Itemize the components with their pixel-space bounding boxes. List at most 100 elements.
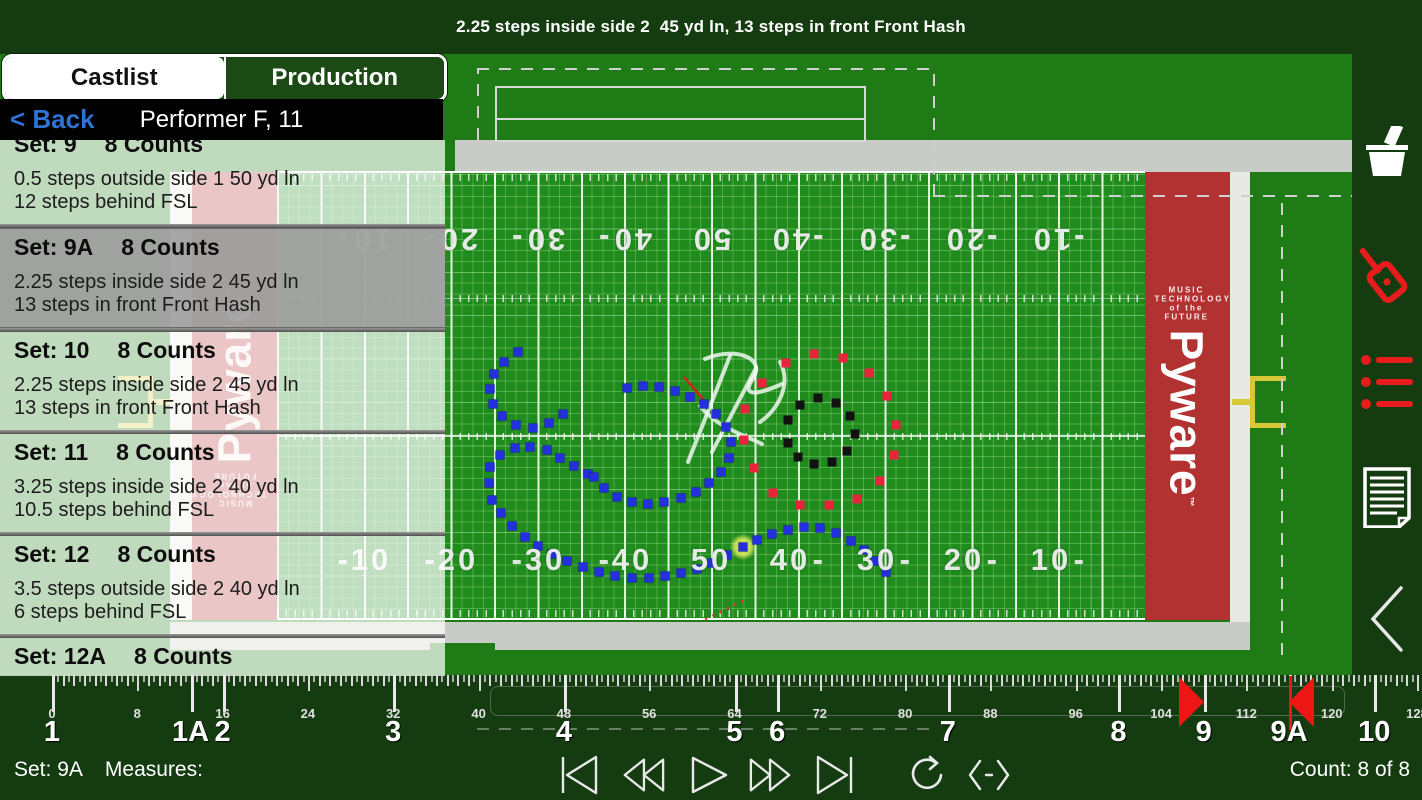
performer-dot[interactable] (520, 532, 530, 542)
performer-dot[interactable] (499, 357, 509, 367)
tab-castlist[interactable]: Castlist (5, 57, 224, 99)
performer-dot[interactable] (757, 378, 767, 388)
set-list-item[interactable]: Set: 12A 8 Counts (0, 638, 445, 676)
performer-dot[interactable] (738, 542, 748, 552)
performer-dot[interactable] (513, 347, 523, 357)
performer-dot[interactable] (875, 476, 885, 486)
performer-dot[interactable] (783, 415, 793, 425)
performer-dot[interactable] (660, 571, 670, 581)
performer-dot[interactable] (485, 384, 495, 394)
performer-dot[interactable] (716, 467, 726, 477)
timeline-set-label[interactable]: 5 (726, 716, 743, 748)
performer-dot[interactable] (676, 568, 686, 578)
performer-dot[interactable] (799, 522, 809, 532)
performer-dot[interactable] (670, 386, 680, 396)
performer-dot[interactable] (496, 508, 506, 518)
performer-dot[interactable] (485, 462, 495, 472)
performer-dot[interactable] (850, 429, 860, 439)
performer-dot[interactable] (831, 398, 841, 408)
timeline-set-label[interactable]: 6 (769, 716, 786, 748)
performer-dot[interactable] (809, 459, 819, 469)
performer-dot[interactable] (749, 463, 759, 473)
performer-dot[interactable] (627, 573, 637, 583)
performer-dot[interactable] (555, 453, 565, 463)
performer-dot[interactable] (622, 383, 632, 393)
set-list-item[interactable]: Set: 11 8 Counts 3.25 steps inside side 2 … (0, 434, 445, 532)
performer-dot[interactable] (722, 550, 732, 560)
loop-button[interactable] (902, 752, 948, 798)
performer-dot[interactable] (487, 495, 497, 505)
tab-production[interactable]: Production (223, 57, 444, 99)
performer-dot[interactable] (612, 492, 622, 502)
performer-dot[interactable] (707, 558, 717, 568)
performer-dot[interactable] (685, 392, 695, 402)
performer-dot[interactable] (510, 443, 520, 453)
timeline-set-label[interactable]: 1A (172, 716, 210, 748)
performer-dot[interactable] (889, 450, 899, 460)
performer-dot[interactable] (542, 445, 552, 455)
performer-dot[interactable] (740, 404, 750, 414)
back-button[interactable]: < Back (10, 104, 95, 134)
performer-dot[interactable] (767, 529, 777, 539)
notes-button[interactable] (1358, 466, 1416, 528)
performer-dot[interactable] (845, 411, 855, 421)
performer-dot[interactable] (589, 472, 599, 482)
performer-dot[interactable] (739, 435, 749, 445)
play-range-button[interactable] (966, 752, 1012, 798)
timeline-set-label[interactable]: 10 (1358, 716, 1391, 748)
performer-dot[interactable] (497, 411, 507, 421)
performer-dot[interactable] (815, 523, 825, 533)
performer-dot[interactable] (692, 564, 702, 574)
performer-dot[interactable] (528, 423, 538, 433)
skip-to-end-button[interactable] (812, 752, 858, 798)
performer-dot[interactable] (691, 487, 701, 497)
performer-dot[interactable] (544, 418, 554, 428)
performer-dot[interactable] (507, 521, 517, 531)
timeline-set-label[interactable]: 1 (43, 716, 61, 748)
timeline-set-label[interactable]: 9 (1195, 716, 1212, 748)
timeline-set-label[interactable]: 4 (555, 716, 572, 748)
timeline-ruler[interactable]: 08162432404856647280889610411212012811A2… (0, 675, 1422, 750)
performer-dot[interactable] (676, 493, 686, 503)
set-list-item[interactable]: Set: 10 8 Counts 2.25 steps inside side 2 … (0, 332, 445, 430)
performer-dot[interactable] (768, 488, 778, 498)
performer-dot[interactable] (547, 549, 557, 559)
timeline-set-label[interactable]: 8 (1110, 716, 1127, 748)
performer-dot[interactable] (644, 573, 654, 583)
rewind-button[interactable] (620, 752, 666, 798)
set-list-item[interactable]: Set: 9A 8 Counts 2.25 steps inside side 2 … (0, 228, 445, 328)
performer-dot[interactable] (809, 349, 819, 359)
play-button[interactable] (684, 752, 730, 798)
performer-dot[interactable] (488, 399, 498, 409)
performer-dot[interactable] (864, 368, 874, 378)
performer-dot[interactable] (654, 382, 664, 392)
performer-dot[interactable] (533, 541, 543, 551)
performer-dot[interactable] (638, 381, 648, 391)
timeline-set-label[interactable]: 2 (214, 716, 231, 748)
performer-dot[interactable] (562, 556, 572, 566)
performer-dot[interactable] (842, 446, 852, 456)
performer-dot[interactable] (704, 478, 714, 488)
performer-dot[interactable] (726, 437, 736, 447)
performer-dot[interactable] (882, 391, 892, 401)
performer-dot[interactable] (871, 556, 881, 566)
performer-dot[interactable] (489, 369, 499, 379)
performer-dot[interactable] (838, 353, 848, 363)
timeline-window[interactable] (490, 686, 1345, 716)
skip-to-start-button[interactable] (556, 752, 602, 798)
performer-dot[interactable] (599, 483, 609, 493)
performer-dot[interactable] (569, 461, 579, 471)
performer-dot[interactable] (891, 420, 901, 430)
timeline-set-label[interactable]: 3 (385, 716, 402, 748)
set-list[interactable]: Set: 9 8 Counts 0.5 steps outside side 1 5… (0, 140, 445, 676)
performer-dot[interactable] (795, 400, 805, 410)
performer-dot[interactable] (594, 567, 604, 577)
performer-dot[interactable] (711, 409, 721, 419)
performer-dot[interactable] (783, 438, 793, 448)
timeline-set-label[interactable]: 9A (1270, 716, 1308, 748)
performer-dot[interactable] (511, 420, 521, 430)
performer-dot[interactable] (859, 545, 869, 555)
performer-dot[interactable] (643, 499, 653, 509)
performer-dot[interactable] (846, 536, 856, 546)
fast-forward-button[interactable] (748, 752, 794, 798)
